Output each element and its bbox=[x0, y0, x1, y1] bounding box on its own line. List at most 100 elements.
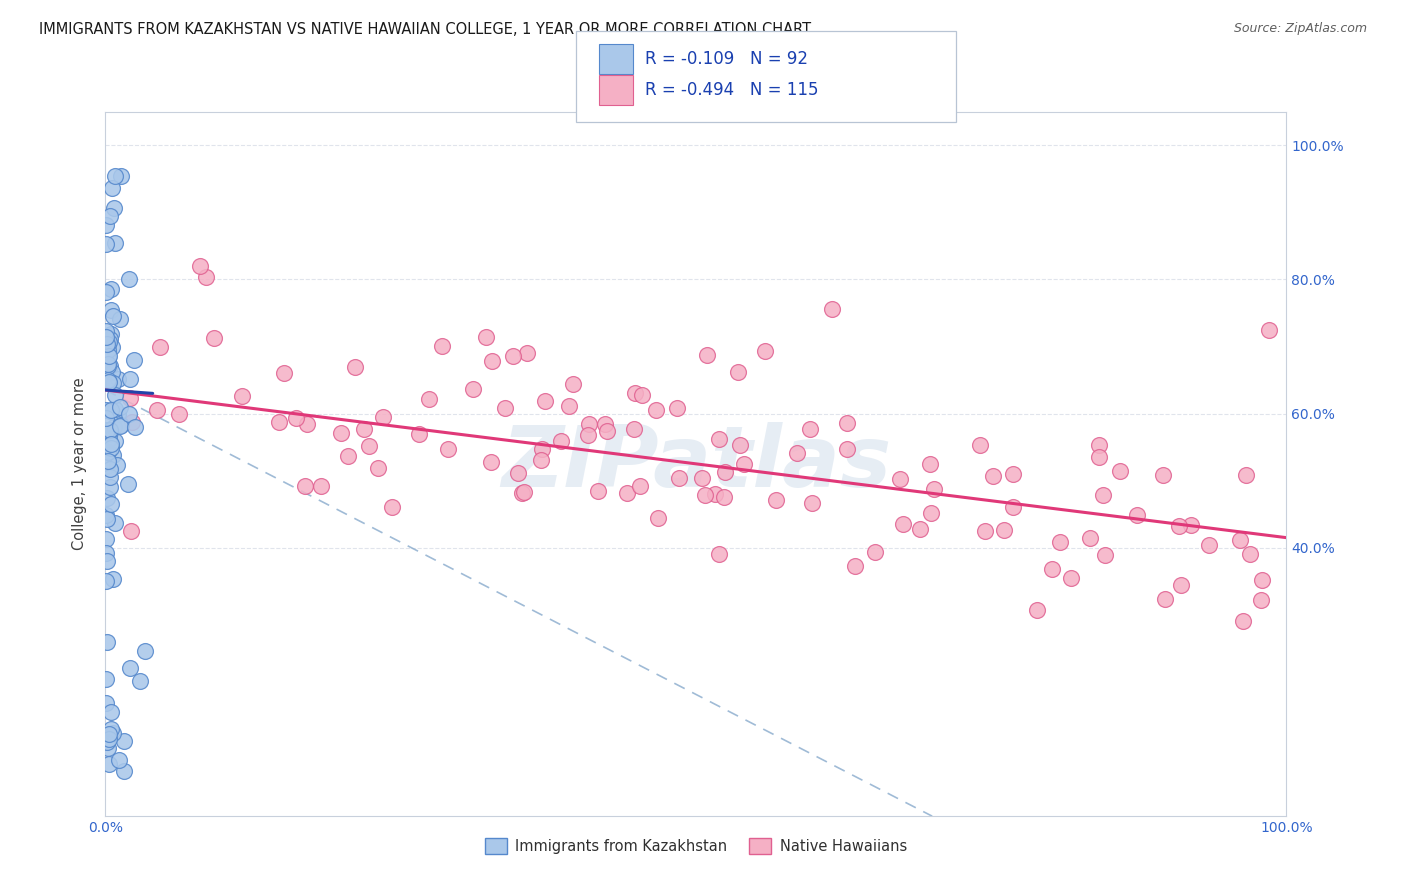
Point bbox=[381, 500, 404, 515]
Point bbox=[844, 558, 866, 573]
Point bbox=[100, 303, 122, 318]
Point bbox=[94, 696, 117, 710]
Legend: Immigrants from Kazakhstan, Native Hawaiians: Immigrants from Kazakhstan, Native Hawai… bbox=[479, 832, 912, 860]
Point bbox=[103, 201, 125, 215]
Point bbox=[100, 282, 122, 296]
Point bbox=[101, 376, 124, 391]
Point bbox=[188, 259, 211, 273]
Point bbox=[104, 169, 127, 183]
Point bbox=[1078, 531, 1101, 545]
Point bbox=[516, 346, 538, 360]
Point bbox=[713, 490, 735, 504]
Point bbox=[623, 422, 645, 436]
Point bbox=[94, 672, 117, 686]
Point bbox=[98, 757, 121, 772]
Point bbox=[707, 432, 730, 446]
Point bbox=[98, 349, 121, 363]
Point bbox=[513, 485, 536, 500]
Point bbox=[96, 337, 118, 351]
Point bbox=[765, 493, 787, 508]
Point bbox=[920, 506, 942, 520]
Point bbox=[97, 731, 120, 746]
Point bbox=[1001, 500, 1024, 514]
Point bbox=[1001, 467, 1024, 482]
Point bbox=[97, 727, 120, 741]
Point bbox=[1239, 547, 1261, 561]
Point bbox=[506, 466, 529, 480]
Point bbox=[799, 422, 821, 436]
Point bbox=[118, 407, 141, 421]
Point bbox=[107, 372, 129, 386]
Point bbox=[1094, 549, 1116, 563]
Point bbox=[707, 547, 730, 561]
Point bbox=[100, 497, 122, 511]
Point bbox=[98, 376, 121, 390]
Point bbox=[596, 425, 619, 439]
Point bbox=[97, 432, 120, 446]
Point bbox=[481, 354, 503, 368]
Point bbox=[202, 331, 225, 345]
Point bbox=[98, 480, 121, 494]
Point bbox=[96, 635, 118, 649]
Point bbox=[727, 365, 749, 379]
Point bbox=[821, 302, 844, 317]
Point bbox=[129, 673, 152, 688]
Point bbox=[98, 404, 121, 418]
Point bbox=[97, 427, 120, 442]
Point bbox=[94, 237, 117, 252]
Point bbox=[695, 488, 717, 502]
Point bbox=[101, 340, 124, 354]
Point bbox=[733, 457, 755, 471]
Point bbox=[94, 574, 117, 588]
Point bbox=[969, 438, 991, 452]
Point bbox=[122, 352, 145, 367]
Point bbox=[1060, 571, 1083, 585]
Point bbox=[1250, 593, 1272, 607]
Point bbox=[94, 546, 117, 560]
Point bbox=[463, 382, 485, 396]
Point bbox=[728, 438, 751, 452]
Point bbox=[118, 272, 141, 286]
Point bbox=[432, 339, 454, 353]
Point bbox=[479, 455, 502, 469]
Point bbox=[578, 417, 600, 431]
Point bbox=[110, 169, 132, 183]
Point bbox=[704, 487, 727, 501]
Point bbox=[94, 508, 117, 523]
Point bbox=[100, 461, 122, 475]
Point bbox=[97, 357, 120, 371]
Point bbox=[1153, 592, 1175, 607]
Point bbox=[631, 388, 654, 402]
Point bbox=[1170, 578, 1192, 592]
Point bbox=[908, 522, 931, 536]
Point bbox=[100, 365, 122, 379]
Point bbox=[194, 270, 217, 285]
Point bbox=[108, 419, 131, 434]
Point bbox=[593, 417, 616, 431]
Point bbox=[668, 471, 690, 485]
Point bbox=[336, 449, 359, 463]
Point bbox=[120, 524, 142, 539]
Point bbox=[100, 723, 122, 737]
Point bbox=[101, 181, 124, 195]
Point bbox=[754, 343, 776, 358]
Point bbox=[285, 411, 308, 425]
Point bbox=[110, 417, 132, 432]
Point bbox=[96, 458, 118, 473]
Point bbox=[562, 376, 585, 391]
Point bbox=[100, 403, 122, 417]
Point bbox=[97, 343, 120, 357]
Point bbox=[474, 329, 496, 343]
Point bbox=[103, 516, 125, 531]
Point bbox=[112, 733, 135, 747]
Point bbox=[418, 392, 440, 406]
Point bbox=[120, 372, 142, 386]
Point bbox=[786, 446, 808, 460]
Point bbox=[96, 491, 118, 505]
Point bbox=[295, 417, 318, 432]
Point bbox=[97, 334, 120, 349]
Point bbox=[576, 427, 599, 442]
Point bbox=[94, 219, 117, 233]
Point bbox=[502, 349, 524, 363]
Point bbox=[1026, 602, 1049, 616]
